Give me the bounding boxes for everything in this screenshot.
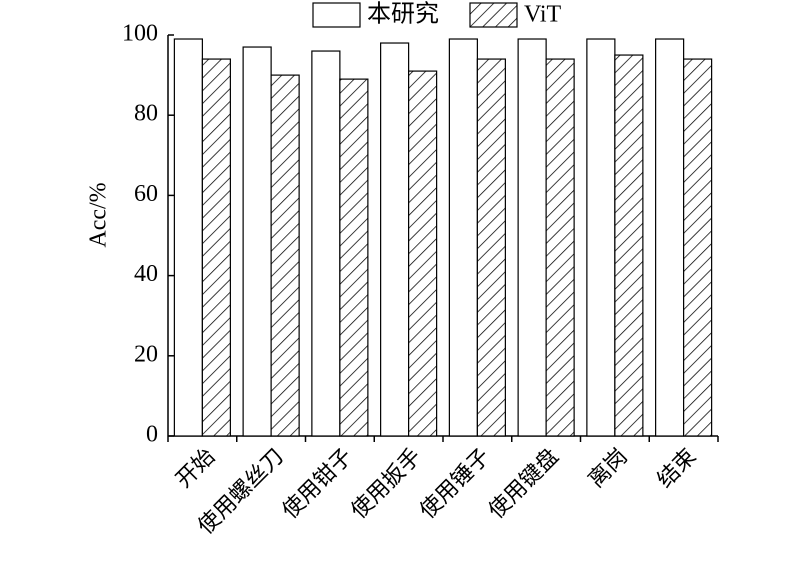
bar	[270, 74, 300, 437]
bar	[339, 78, 369, 437]
bar	[586, 38, 616, 437]
y-tick-label: 60	[134, 181, 158, 207]
bar	[517, 38, 547, 437]
bar	[242, 46, 272, 437]
y-tick-label: 0	[146, 422, 158, 448]
bar	[655, 38, 685, 437]
legend-label: 本研究	[367, 1, 439, 28]
y-tick-label: 40	[134, 261, 158, 287]
bar	[448, 38, 478, 437]
x-tick-label: 离岗	[583, 443, 632, 492]
bar	[408, 70, 438, 437]
y-axis-label: Acc/%	[86, 182, 112, 247]
legend-label: ViT	[524, 2, 562, 28]
legend-swatch	[469, 2, 518, 28]
y-tick-label: 20	[134, 341, 158, 367]
y-tick-label: 100	[122, 21, 158, 47]
x-tick-label: 开始	[171, 443, 220, 492]
bar	[476, 58, 506, 437]
bar	[173, 38, 203, 437]
bar	[380, 42, 410, 437]
x-tick-label: 使用钳子	[277, 443, 357, 523]
bar	[311, 50, 341, 437]
x-tick-label: 结束	[652, 443, 701, 492]
bar	[683, 58, 713, 437]
y-tick-label: 80	[134, 101, 158, 127]
x-tick-label: 使用锤子	[415, 443, 495, 523]
bar	[201, 58, 231, 437]
x-tick-label: 使用键盘	[483, 443, 563, 523]
legend-swatch	[312, 2, 361, 28]
bar	[614, 54, 644, 437]
bar	[545, 58, 575, 437]
x-tick-label: 使用扳手	[346, 443, 426, 523]
